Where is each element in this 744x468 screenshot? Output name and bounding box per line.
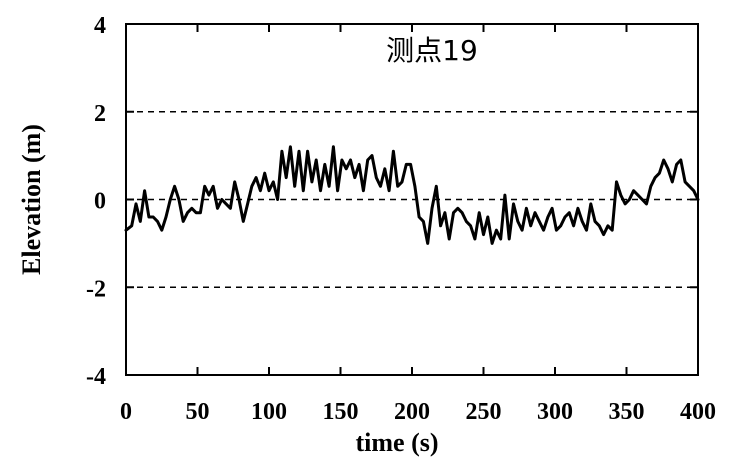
y-tick-label: -2 <box>86 276 106 302</box>
y-axis-title: Elevation (m) <box>17 124 46 275</box>
x-tick-label: 50 <box>186 399 210 425</box>
plot-frame <box>125 23 699 376</box>
x-tick-label: 400 <box>680 399 716 425</box>
chart-title: 测点19 <box>386 34 478 67</box>
x-tick-label: 200 <box>394 399 430 425</box>
reference-lines <box>126 111 698 288</box>
x-tick-label: 150 <box>323 399 359 425</box>
y-tick-label: 4 <box>94 13 106 39</box>
x-tick-labels: 0 50 100 150 200 250 300 350 400 <box>120 399 716 425</box>
x-tick-label: 300 <box>537 399 573 425</box>
y-tick-label: 0 <box>94 189 106 215</box>
x-tick-label: 350 <box>609 399 645 425</box>
x-tick-label: 250 <box>466 399 502 425</box>
x-tick-label: 0 <box>120 399 132 425</box>
x-axis-title: time (s) <box>355 428 438 457</box>
y-tick-label: 2 <box>94 101 106 127</box>
y-tick-label: -4 <box>86 364 106 390</box>
series-line-elevation <box>124 145 700 245</box>
x-tick-label: 100 <box>251 399 287 425</box>
y-tick-labels: -4 -2 0 2 4 <box>86 13 106 390</box>
